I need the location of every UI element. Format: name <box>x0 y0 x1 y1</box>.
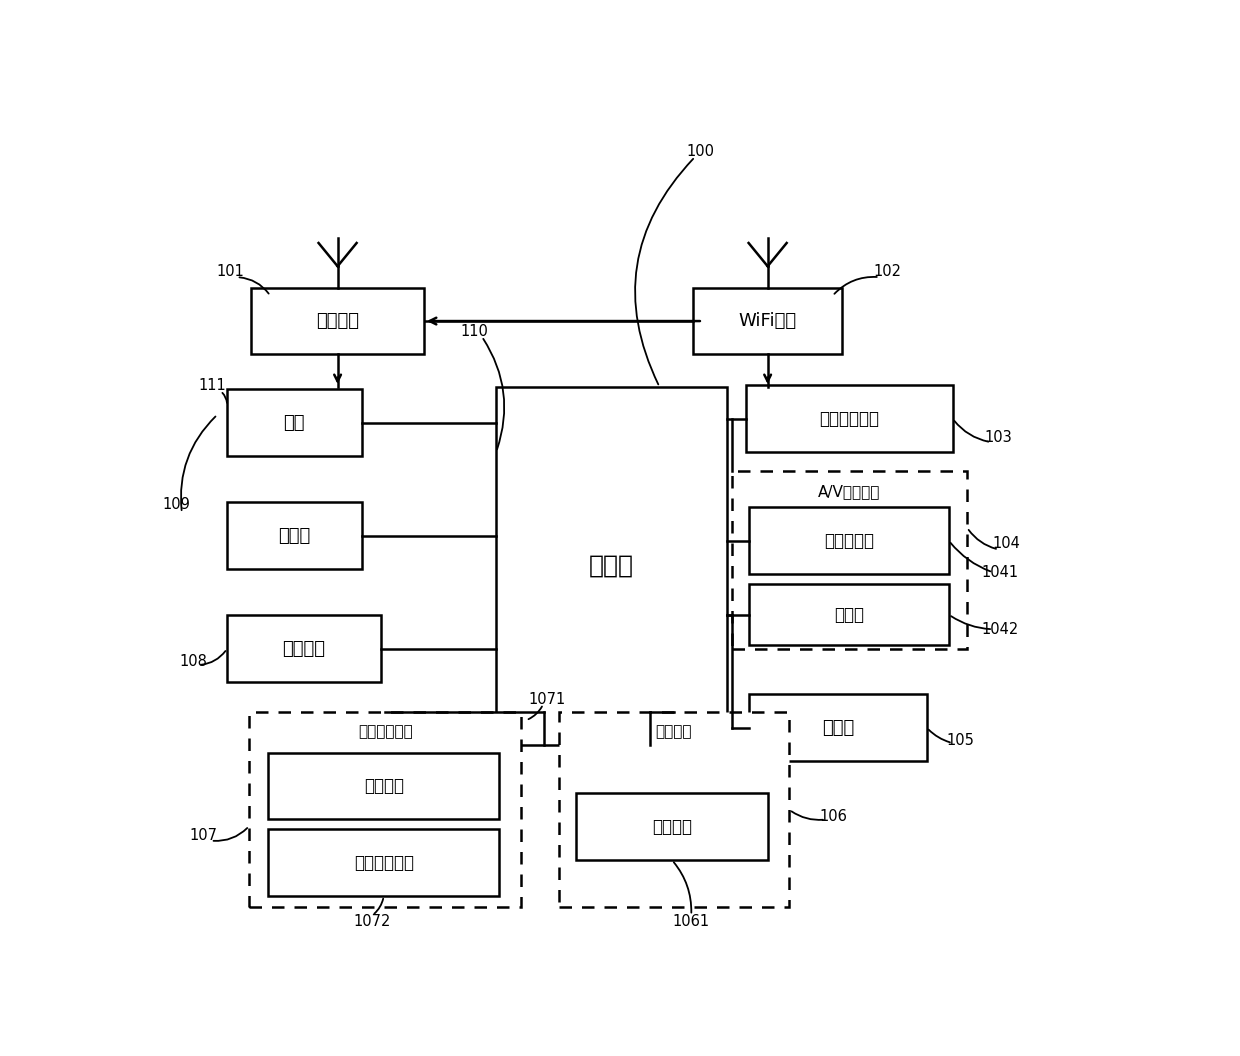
Bar <box>558 712 789 907</box>
Text: 电源: 电源 <box>284 414 305 432</box>
Text: 接口单元: 接口单元 <box>283 640 325 658</box>
Text: 显示面板: 显示面板 <box>652 817 692 835</box>
Text: 1041: 1041 <box>981 565 1018 580</box>
Text: 105: 105 <box>946 733 975 748</box>
Bar <box>227 616 381 682</box>
Text: 显示单元: 显示单元 <box>656 724 692 739</box>
Bar <box>496 386 727 744</box>
Text: 1071: 1071 <box>528 693 565 708</box>
Text: 101: 101 <box>216 264 244 279</box>
Text: 触控面板: 触控面板 <box>363 777 404 795</box>
Text: 110: 110 <box>460 324 489 339</box>
Bar <box>249 712 521 907</box>
Bar <box>732 471 967 648</box>
Text: 1061: 1061 <box>672 914 709 929</box>
Text: 传感器: 传感器 <box>822 719 854 737</box>
Text: A/V输入单元: A/V输入单元 <box>818 484 880 498</box>
Text: 102: 102 <box>873 264 901 279</box>
Text: WiFi模块: WiFi模块 <box>739 313 797 331</box>
Text: 111: 111 <box>198 378 227 393</box>
Bar <box>749 507 949 574</box>
Text: 103: 103 <box>985 430 1013 445</box>
Bar <box>227 390 362 456</box>
Bar <box>250 287 424 355</box>
Text: 108: 108 <box>180 655 207 670</box>
Bar <box>746 385 952 452</box>
Text: 109: 109 <box>162 496 190 511</box>
Bar <box>268 829 498 895</box>
Text: 处理器: 处理器 <box>589 553 634 578</box>
Text: 音频输出单元: 音频输出单元 <box>820 410 879 428</box>
Bar <box>227 503 362 569</box>
Text: 用户输入单元: 用户输入单元 <box>358 724 413 739</box>
Text: 麦克风: 麦克风 <box>833 605 864 624</box>
Text: 107: 107 <box>188 828 217 844</box>
Text: 104: 104 <box>992 535 1021 550</box>
Bar <box>693 287 842 355</box>
Bar <box>749 694 926 761</box>
Text: 106: 106 <box>820 809 847 824</box>
Text: 图形处理器: 图形处理器 <box>823 531 874 549</box>
Text: 1072: 1072 <box>353 914 391 929</box>
Bar <box>268 753 498 819</box>
Text: 射频单元: 射频单元 <box>316 313 360 331</box>
Text: 1042: 1042 <box>981 622 1018 637</box>
Bar <box>749 584 949 645</box>
Text: 存储器: 存储器 <box>278 527 310 545</box>
Text: 其他输入设备: 其他输入设备 <box>353 853 414 871</box>
Bar <box>575 793 768 861</box>
Text: 100: 100 <box>687 144 714 158</box>
